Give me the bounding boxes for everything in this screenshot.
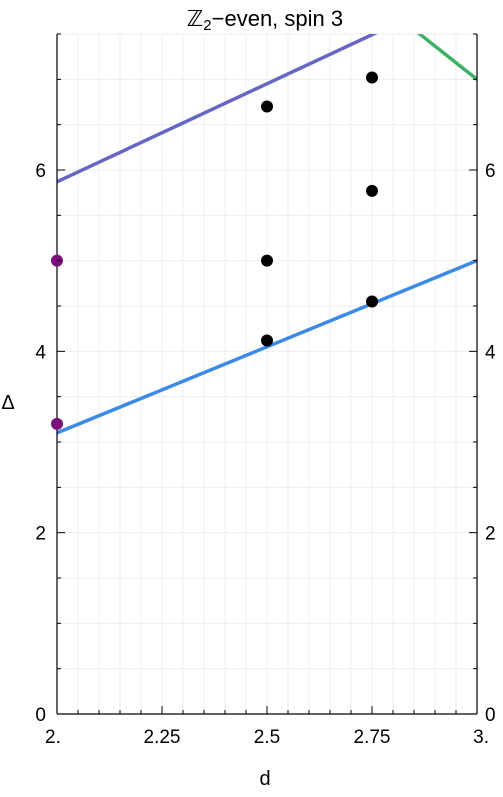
data-point — [261, 100, 273, 113]
data-point — [366, 71, 378, 84]
y-tick-label: 4 — [35, 342, 46, 363]
y-tick-label-right: 4 — [485, 342, 496, 363]
plot-series — [57, 34, 477, 435]
data-point — [366, 184, 378, 197]
series-line — [416, 34, 477, 81]
data-point — [366, 295, 378, 308]
data-point — [261, 334, 273, 347]
x-tick-label: 3. — [473, 727, 489, 748]
x-tick-label: 2. — [45, 727, 61, 748]
data-point — [51, 417, 63, 430]
data-point — [261, 254, 273, 267]
y-tick-label: 6 — [35, 161, 46, 182]
grid — [56, 33, 478, 715]
y-tick-label-right: 6 — [485, 161, 496, 182]
x-tick-label: 2.75 — [354, 727, 391, 748]
y-tick-label-right: 2 — [485, 524, 496, 545]
y-axis-label: Δ — [1, 392, 14, 414]
series-line — [57, 34, 378, 184]
chart-title: ℤ2−even, spin 3 — [187, 6, 343, 34]
series-line — [57, 259, 477, 435]
y-tick-label: 0 — [35, 705, 46, 726]
plot-points — [51, 71, 378, 430]
x-tick-label: 2.5 — [254, 727, 280, 748]
axis-ticks: 2. 2.25 2.5 2.75 3.0 02 24 46 6 — [35, 33, 496, 748]
y-tick-label: 2 — [35, 524, 46, 545]
x-axis-label: d — [259, 768, 270, 790]
y-tick-label-right: 0 — [485, 705, 496, 726]
x-tick-label: 2.25 — [144, 727, 181, 748]
